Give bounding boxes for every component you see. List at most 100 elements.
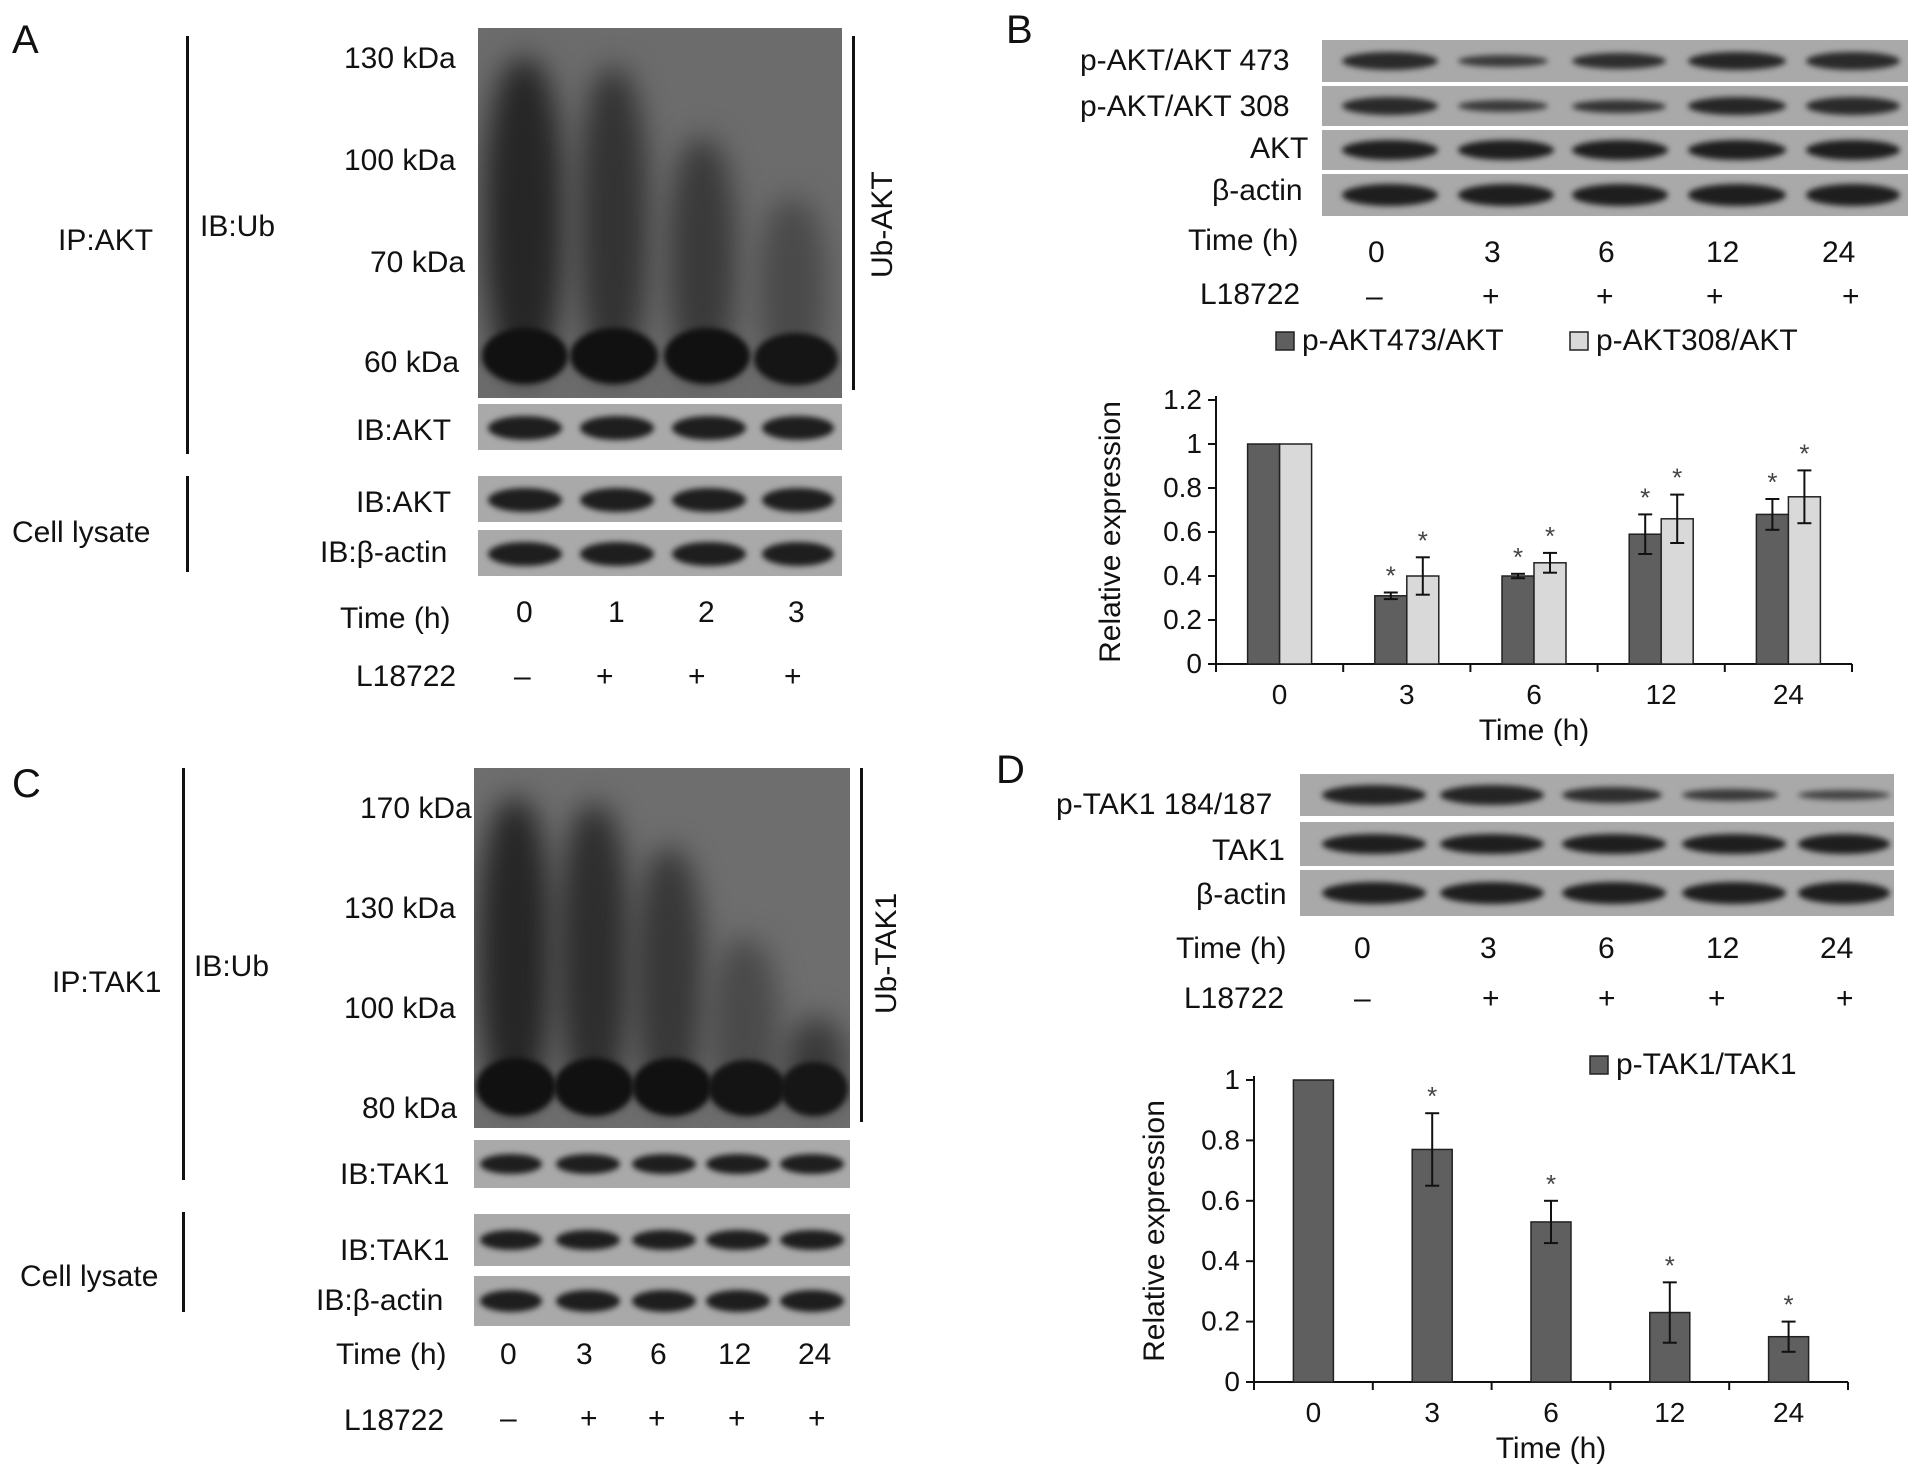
time-value: 3 — [576, 1338, 593, 1371]
bar — [1292, 1079, 1335, 1383]
bar — [1628, 533, 1662, 665]
lysate-akt-blot — [478, 476, 842, 522]
time-value: 0 — [500, 1338, 517, 1371]
bar — [1787, 496, 1822, 665]
marker-label: 100 kDa — [344, 992, 456, 1025]
time-value: 6 — [1598, 932, 1615, 965]
bar — [1755, 513, 1790, 665]
cell-lysate-label: Cell lysate — [12, 516, 151, 549]
blot-label: IB:TAK1 — [340, 1234, 450, 1267]
blot-label: β-actin — [1196, 878, 1287, 911]
p-tak1-blot — [1300, 774, 1894, 816]
time-value: 2 — [698, 596, 715, 629]
y-tick-label: 0.6 — [1201, 1185, 1240, 1216]
x-axis-label: Time (h) — [1496, 1432, 1607, 1465]
y-tick-label: 0 — [1186, 648, 1202, 679]
y-tick-label: 0.2 — [1201, 1306, 1240, 1337]
lysate-actin-blot — [474, 1276, 850, 1326]
marker-label: 100 kDa — [344, 144, 456, 177]
x-tick-label: 0 — [1306, 1397, 1322, 1428]
significance-star: * — [1418, 525, 1428, 555]
time-label: Time (h) — [336, 1338, 447, 1371]
significance-star: * — [1546, 1169, 1556, 1199]
treatment-label: L18722 — [1184, 982, 1285, 1015]
y-tick-label: 0 — [1224, 1366, 1240, 1397]
time-value: 3 — [788, 596, 805, 629]
legend-label: p-TAK1/TAK1 — [1616, 1048, 1797, 1081]
lysate-tak1-blot — [474, 1214, 850, 1266]
treatment-value: + — [784, 660, 802, 693]
blot-label: β-actin — [1212, 174, 1303, 207]
panel-letter-d: D — [996, 748, 1025, 792]
blot-label: IB:AKT — [356, 486, 452, 519]
ib-tak1-blot — [474, 1140, 850, 1188]
treatment-value: + — [580, 1402, 598, 1435]
significance-star: * — [1672, 463, 1682, 493]
bar — [1374, 595, 1408, 665]
time-value: 24 — [1820, 932, 1854, 965]
treatment-value: + — [728, 1402, 746, 1435]
y-tick-label: 1 — [1186, 428, 1202, 459]
ip-bracket-line — [182, 768, 185, 1180]
ib-ub-label: IB:Ub — [194, 950, 270, 983]
treatment-value: + — [1708, 982, 1726, 1015]
y-tick-label: 0.8 — [1201, 1124, 1240, 1155]
treatment-value: + — [1596, 280, 1614, 313]
y-tick-label: 1.2 — [1163, 384, 1202, 415]
ub-bracket-line — [860, 768, 863, 1122]
x-tick-label: 12 — [1646, 679, 1677, 710]
treatment-value: – — [1366, 280, 1383, 313]
p-akt-473-blot — [1322, 40, 1908, 82]
y-tick-label: 0.4 — [1201, 1245, 1240, 1276]
actin-blot-b — [1322, 174, 1908, 216]
x-tick-label: 6 — [1543, 1397, 1559, 1428]
tak1-blot — [1300, 822, 1894, 866]
time-value: 6 — [650, 1338, 667, 1371]
x-tick-label: 6 — [1526, 679, 1542, 710]
legend-swatch — [1275, 331, 1295, 351]
blot-label: IB:β-actin — [320, 536, 448, 569]
blot-label: IB:AKT — [356, 414, 452, 447]
y-tick-label: 0.2 — [1163, 604, 1202, 635]
time-value: 3 — [1480, 932, 1497, 965]
marker-label: 70 kDa — [370, 246, 466, 279]
significance-star: * — [1386, 561, 1396, 591]
blot-label: p-TAK1 184/187 — [1056, 788, 1273, 821]
y-tick-label: 0.6 — [1163, 516, 1202, 547]
time-value: 3 — [1484, 236, 1501, 269]
significance-star: * — [1665, 1250, 1675, 1280]
time-value: 0 — [1368, 236, 1385, 269]
treatment-label: L18722 — [356, 660, 457, 693]
cell-lysate-label: Cell lysate — [20, 1260, 159, 1293]
time-value: 12 — [1706, 932, 1740, 965]
ub-akt-label: Ub-AKT — [866, 171, 899, 278]
x-tick-label: 12 — [1654, 1397, 1685, 1428]
treatment-label: L18722 — [1200, 278, 1301, 311]
marker-label: 130 kDa — [344, 892, 456, 925]
significance-star: * — [1513, 542, 1523, 572]
treatment-value: + — [596, 660, 614, 693]
marker-label: 130 kDa — [344, 42, 456, 75]
blot-label: p-AKT/AKT 473 — [1080, 44, 1290, 77]
treatment-value: – — [500, 1402, 517, 1435]
panel-letter-c: C — [12, 762, 41, 806]
treatment-value: + — [808, 1402, 826, 1435]
bar — [1501, 575, 1535, 665]
time-label: Time (h) — [1176, 932, 1287, 965]
cell-lysate-bracket-line — [186, 476, 189, 572]
legend-swatch — [1569, 331, 1589, 351]
x-tick-label: 0 — [1272, 679, 1288, 710]
ub-bracket-line — [852, 36, 855, 390]
time-value: 12 — [1706, 236, 1740, 269]
bar-chart-tak1: 0 0.2 0.4 0.6 0.8 1 0 3 6 12 24 * * * * Time (h) Relativ… — [1138, 1048, 1849, 1465]
panel-letter-a: A — [12, 18, 39, 62]
time-label: Time (h) — [340, 602, 451, 635]
time-value: 6 — [1598, 236, 1615, 269]
treatment-value: + — [1706, 280, 1724, 313]
treatment-value: + — [1482, 982, 1500, 1015]
panel-letter-b: B — [1006, 8, 1033, 52]
legend-label: p-AKT308/AKT — [1596, 324, 1798, 357]
ib-akt-blot — [478, 404, 842, 450]
ip-bracket-line — [186, 36, 189, 454]
treatment-value: + — [1842, 280, 1860, 313]
